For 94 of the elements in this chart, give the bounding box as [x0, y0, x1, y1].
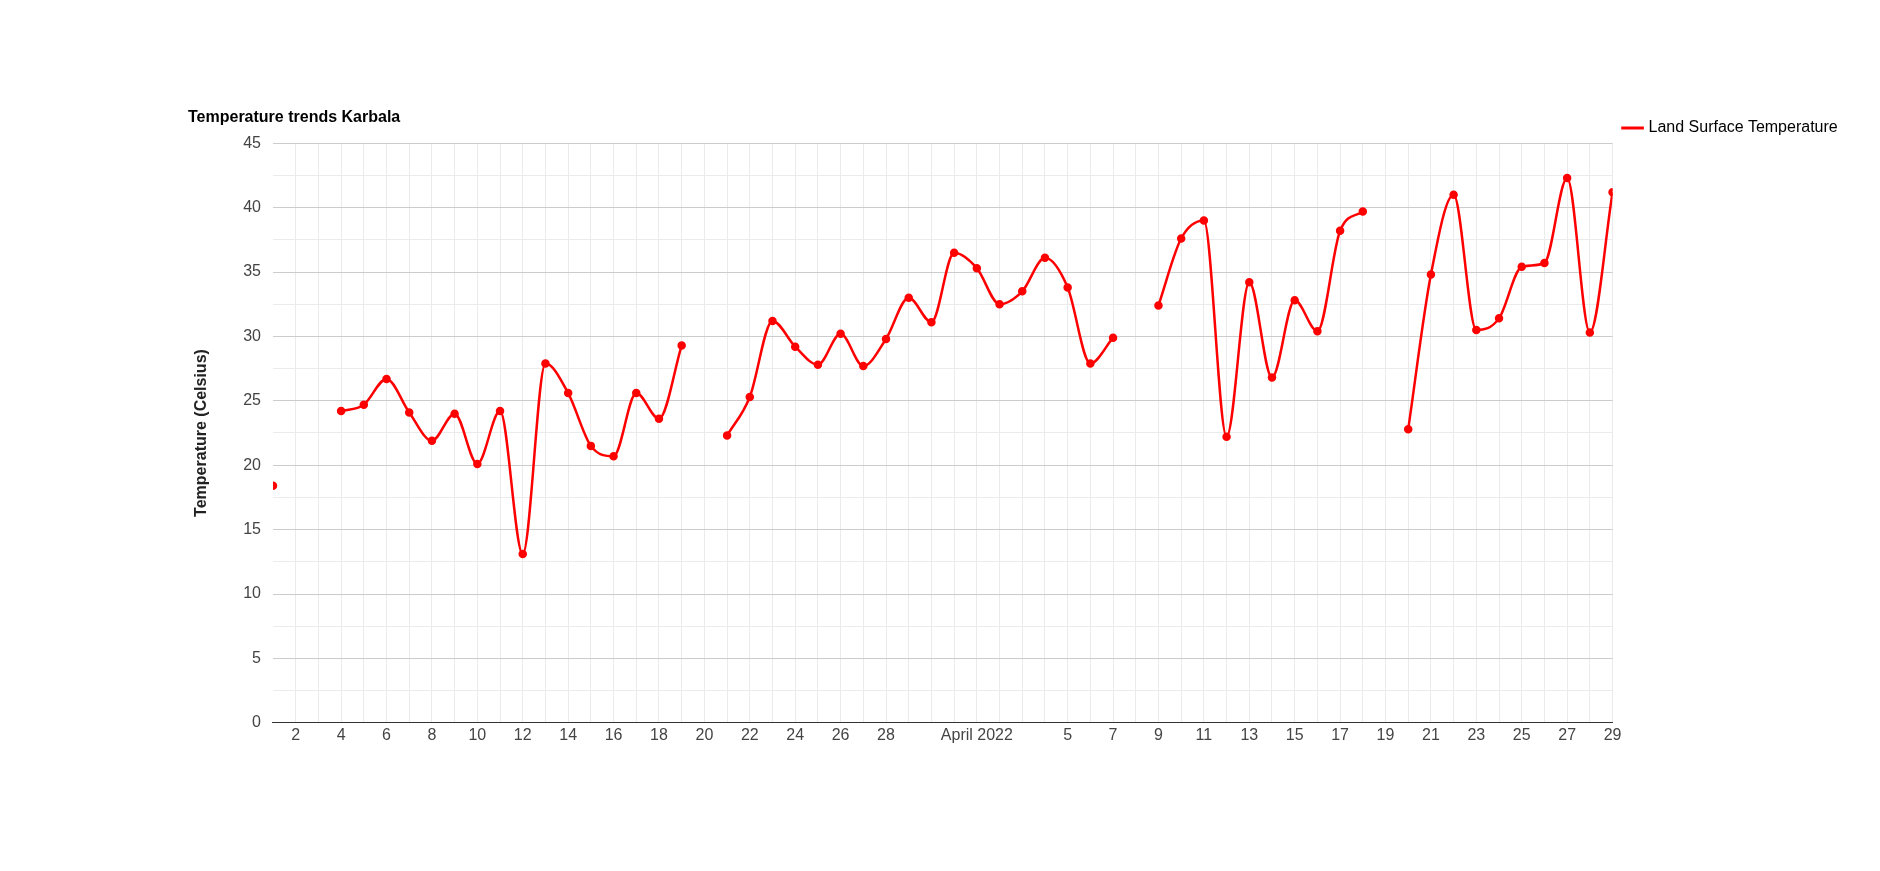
point [541, 359, 550, 368]
point [813, 360, 823, 369]
y-tick-label: 10 [243, 584, 262, 602]
y-tick-label: 5 [252, 648, 262, 666]
point [1290, 296, 1299, 305]
point [1313, 327, 1322, 336]
point [995, 299, 1004, 309]
point [1494, 314, 1504, 323]
point [586, 441, 596, 451]
y-tick-label: 35 [243, 262, 262, 280]
point [972, 263, 982, 273]
legend-label: Land Surface Temperature [1648, 118, 1838, 136]
point [1449, 190, 1458, 199]
point [1562, 173, 1572, 183]
x-tick-label: 10 [468, 725, 487, 743]
x-tick-label: 9 [1154, 725, 1164, 743]
x-tick-label: 8 [427, 725, 437, 743]
point [904, 293, 913, 303]
x-tick-label: 15 [1285, 725, 1304, 743]
point [518, 549, 527, 559]
y-tick-label: 25 [243, 391, 262, 409]
point [722, 431, 732, 440]
point [1335, 226, 1345, 236]
x-tick-label: 17 [1331, 725, 1350, 743]
point [495, 406, 505, 416]
point [677, 341, 686, 350]
x-tick-label: 4 [336, 725, 346, 743]
point [1517, 262, 1526, 272]
point [382, 374, 391, 384]
x-tick-label: 27 [1558, 725, 1577, 743]
point [1176, 234, 1186, 243]
x-tick-label: 14 [559, 725, 578, 743]
point [927, 317, 936, 327]
x-tick-label: 22 [740, 725, 759, 743]
x-tick-label: 2 [291, 725, 301, 743]
point [1540, 258, 1549, 268]
point [836, 329, 845, 339]
point [949, 248, 959, 257]
chart-title: Temperature trends Karbala [188, 108, 401, 126]
y-tick-label: 40 [243, 198, 262, 216]
x-tick-label: 25 [1512, 725, 1531, 743]
point [1154, 301, 1163, 310]
point [745, 392, 755, 402]
point [1063, 283, 1072, 292]
point [1108, 333, 1118, 342]
point [450, 409, 459, 418]
x-tick-label: 19 [1376, 725, 1395, 743]
x-tick-label: 7 [1108, 725, 1118, 743]
y-tick-label: 45 [243, 133, 262, 151]
x-tick-label: 23 [1467, 725, 1486, 743]
point [1086, 359, 1095, 368]
point [1040, 253, 1050, 263]
x-tick-label: 11 [1195, 725, 1213, 743]
point [1017, 287, 1027, 296]
point [404, 408, 414, 417]
point [1245, 278, 1254, 287]
y-tick-label: 30 [243, 326, 262, 344]
x-tick-label: 18 [650, 725, 668, 743]
y-tick-label: 15 [243, 520, 262, 538]
point [1267, 373, 1277, 382]
point [859, 361, 868, 371]
point [609, 451, 618, 461]
point [1222, 432, 1231, 442]
x-tick-label: 12 [513, 725, 532, 743]
x-tick-label: 6 [382, 725, 392, 743]
x-tick-label: 20 [695, 725, 714, 743]
point [427, 436, 437, 445]
point [1358, 207, 1368, 216]
point [790, 342, 800, 351]
x-tick-label: 26 [831, 725, 850, 743]
point [632, 388, 641, 398]
x-tick-label: April 2022 [940, 725, 1013, 743]
point [1585, 328, 1595, 337]
x-tick-label: 5 [1063, 725, 1073, 743]
point [1199, 216, 1209, 225]
x-tick-label: 24 [786, 725, 805, 743]
x-tick-label: 28 [877, 725, 896, 743]
point [881, 334, 891, 344]
point [654, 414, 664, 424]
point [768, 316, 777, 326]
x-tick-label: 13 [1240, 725, 1259, 743]
point [563, 388, 573, 398]
x-tick-label: 21 [1422, 725, 1440, 743]
point [1403, 424, 1413, 434]
x-tick-label: 29 [1603, 725, 1622, 743]
y-tick-label: 20 [243, 455, 262, 473]
point [359, 400, 369, 409]
y-tick-label: 0 [252, 713, 262, 731]
point [1426, 270, 1436, 279]
point [1472, 325, 1481, 335]
point [336, 406, 346, 416]
y-axis-title: Temperature (Celsius) [192, 349, 210, 517]
x-tick-label: 16 [604, 725, 623, 743]
point [473, 459, 482, 469]
